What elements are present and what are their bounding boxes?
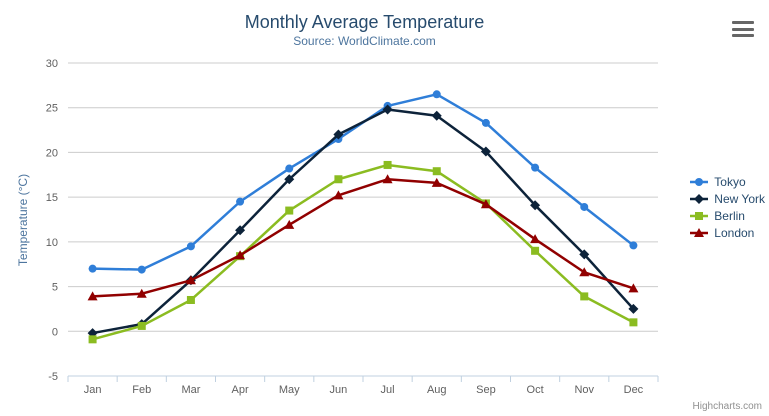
y-tick-label: -5 — [48, 371, 58, 383]
y-axis-title: Temperature (°C) — [16, 174, 30, 266]
x-tick-label: Oct — [527, 384, 544, 396]
y-tick-label: 5 — [52, 282, 58, 294]
x-tick-label: Jul — [381, 384, 395, 396]
series-new-york[interactable] — [87, 104, 639, 339]
x-tick-label: Nov — [574, 384, 594, 396]
legend-item-tokyo[interactable]: Tokyo — [689, 173, 765, 190]
legend-item-london[interactable]: London — [689, 224, 765, 241]
grid-lines — [68, 62, 658, 332]
x-tick-label: Jun — [330, 384, 348, 396]
diamond-legend-marker-icon — [690, 193, 709, 204]
x-tick-label: Aug — [427, 384, 447, 396]
credits-link[interactable]: Highcharts.com — [692, 401, 762, 412]
series-tokyo[interactable] — [88, 90, 638, 274]
hamburger-menu-icon — [732, 21, 754, 24]
y-tick-label: 0 — [52, 326, 58, 338]
y-tick-label: 20 — [46, 147, 58, 159]
series-london[interactable] — [87, 174, 639, 301]
y-tick-label: 30 — [46, 58, 58, 70]
y-tick-label: 10 — [46, 237, 58, 249]
legend-item-berlin[interactable]: Berlin — [689, 207, 765, 224]
series-group — [87, 90, 639, 344]
hamburger-menu-icon — [732, 27, 754, 31]
x-tick-label: Jan — [84, 384, 102, 396]
x-axis-labels: Jan Feb Mar Apr May Jun Jul Aug Sep Oct Nov Dec — [84, 384, 644, 396]
legend-label: London — [714, 225, 755, 240]
legend-label: Tokyo — [714, 174, 746, 189]
legend-label: New York — [714, 191, 765, 206]
x-tick-label: Feb — [132, 384, 151, 396]
triangle-legend-marker-icon — [690, 227, 709, 237]
export-menu-button[interactable] — [732, 21, 754, 37]
x-tick-label: May — [279, 384, 300, 396]
legend-item-new-york[interactable]: New York — [689, 190, 765, 207]
y-tick-label: 15 — [46, 192, 58, 204]
x-axis — [67, 375, 659, 382]
legend: Tokyo New York Berlin London — [689, 173, 765, 241]
square-legend-marker-icon — [690, 211, 709, 220]
y-tick-label: 25 — [46, 103, 58, 115]
hamburger-menu-icon — [732, 34, 754, 37]
legend-label: Berlin — [714, 208, 745, 223]
x-tick-label: Dec — [624, 384, 644, 396]
x-tick-label: Apr — [232, 384, 249, 396]
x-tick-label: Mar — [181, 384, 200, 396]
y-axis-labels: -5 0 5 10 15 20 25 30 — [46, 58, 58, 383]
x-tick-label: Sep — [476, 384, 496, 396]
circle-legend-marker-icon — [690, 177, 709, 186]
